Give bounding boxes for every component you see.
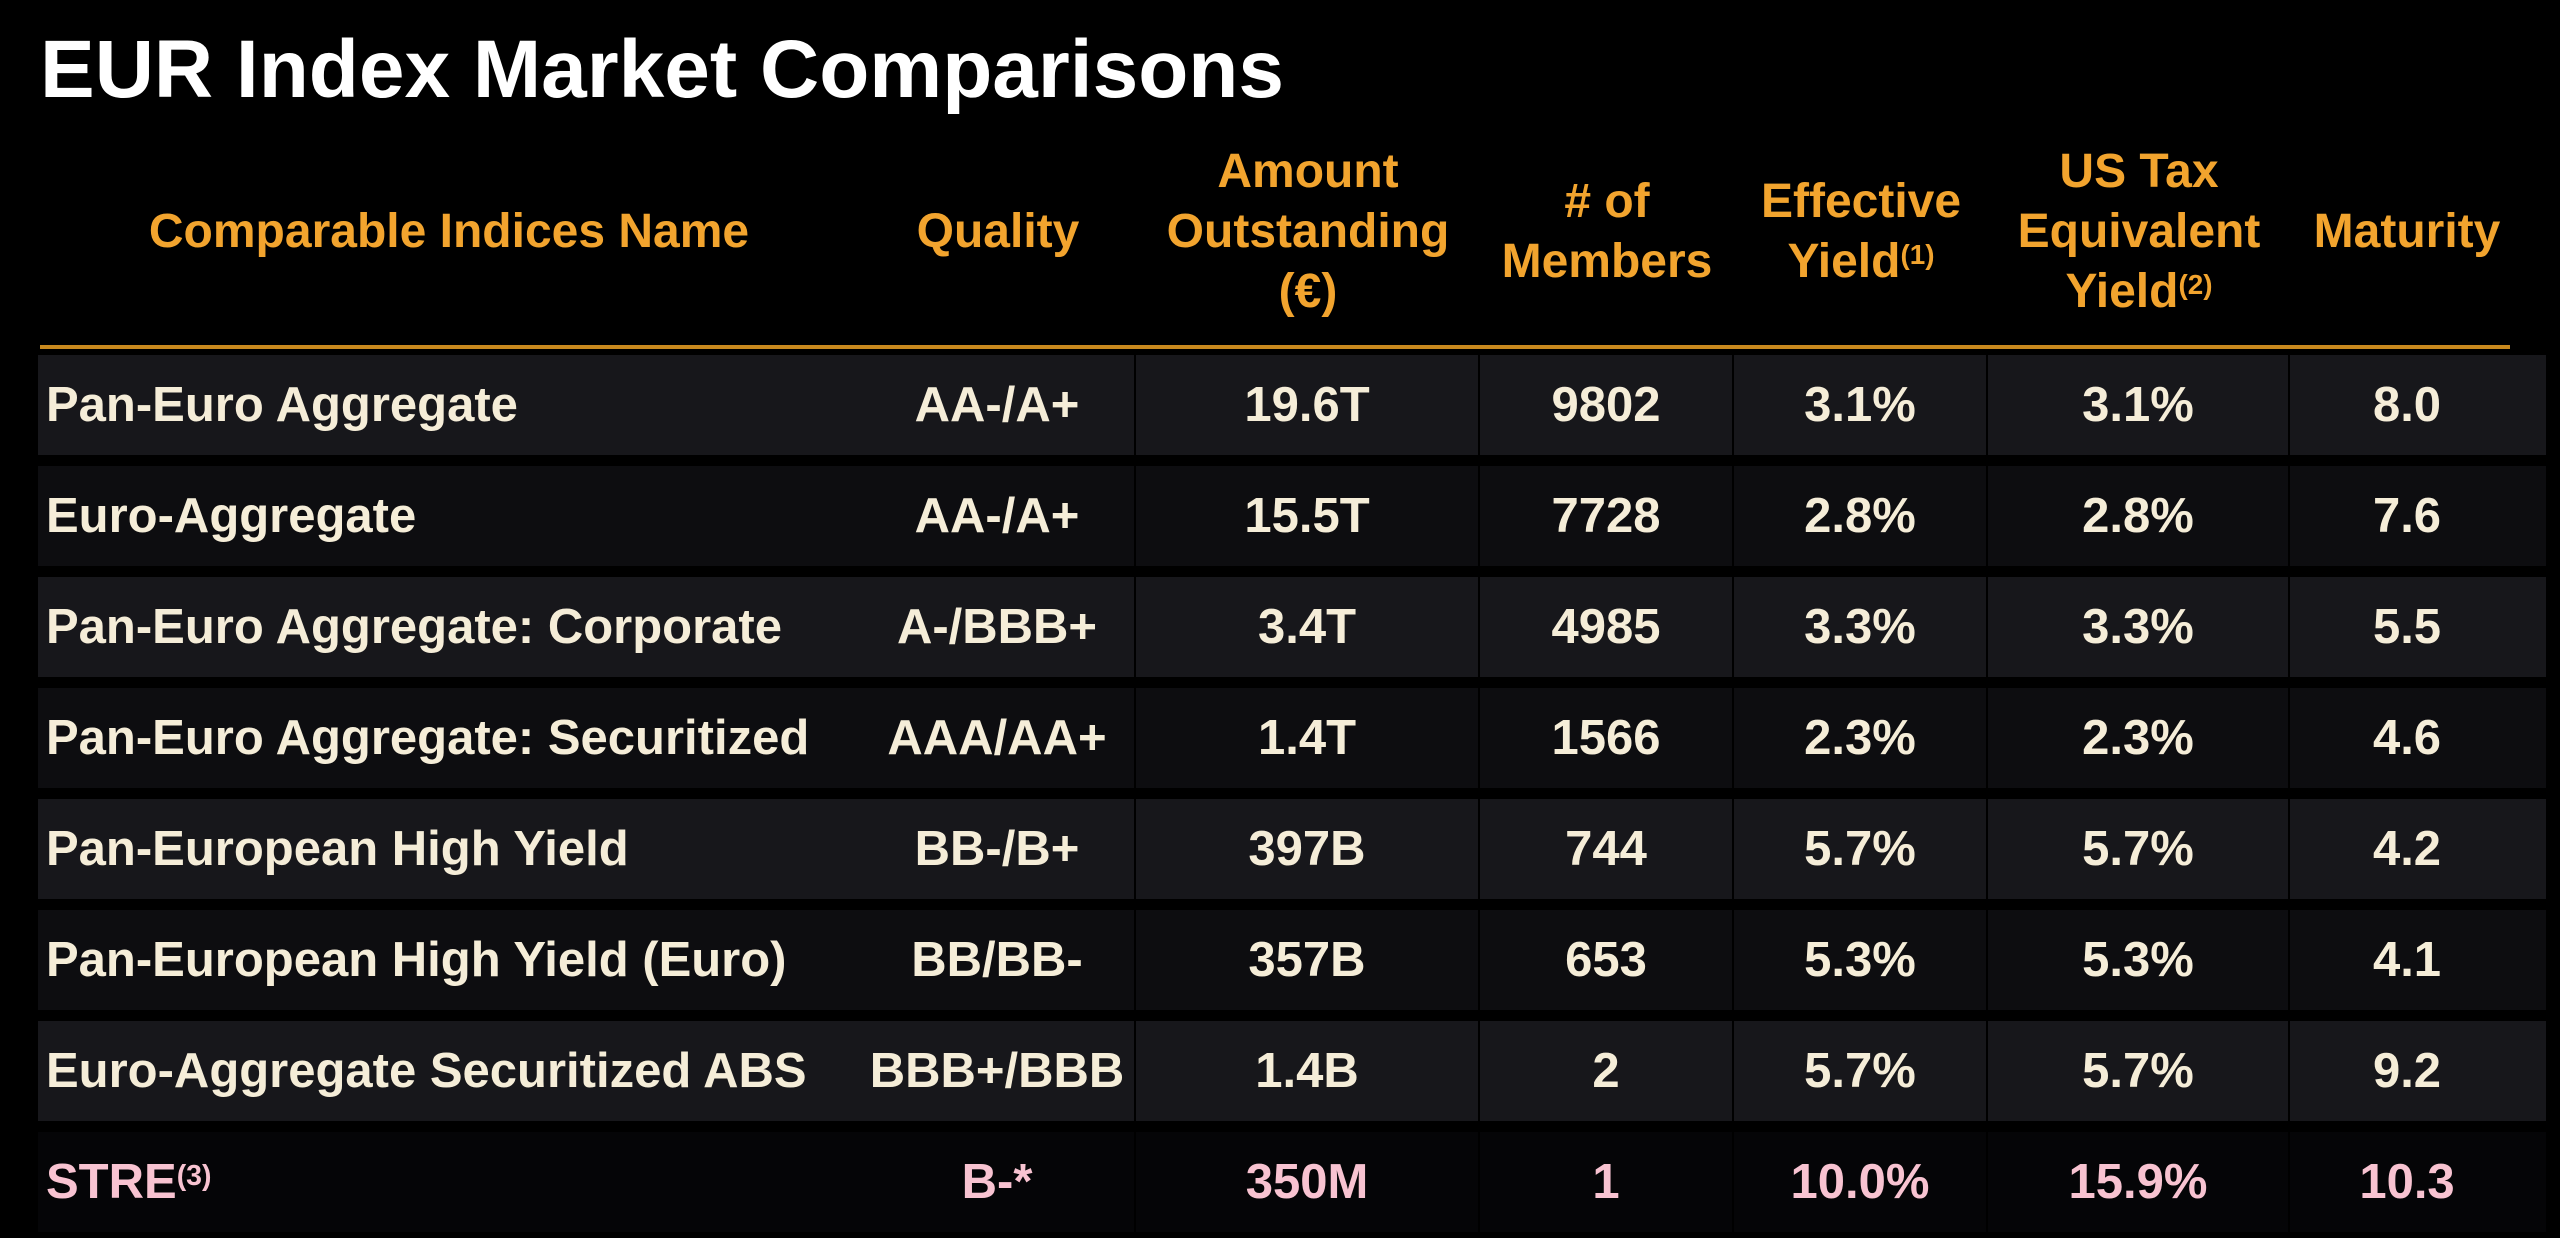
cell-maturity: 4.2 <box>2372 821 2442 876</box>
cell-amount-outstanding: 3.4T <box>1136 576 1480 677</box>
cell-maturity: 4.1 <box>2372 932 2442 987</box>
table-header-row: Comparable Indices Name Quality Amount O… <box>38 119 2546 345</box>
cell-quality: B-* <box>860 1131 1136 1232</box>
cell-effective-yield: 3.1% <box>1734 354 1988 455</box>
cell-us-tax-equivalent-yield: 5.7% <box>1988 1020 2290 1121</box>
page-title: EUR Index Market Comparisons <box>40 24 1284 115</box>
cell-maturity: 9.2 <box>2372 1043 2442 1098</box>
cell-quality: AAA/AA+ <box>860 687 1136 788</box>
cell-effective-yield: 10.0% <box>1734 1131 1988 1232</box>
table-row: Pan-Euro Aggregate: Corporate A-/BBB+ 3.… <box>38 576 2546 677</box>
cell-maturity: 5.5 <box>2372 599 2442 654</box>
cell-amount-outstanding: 1.4B <box>1136 1020 1480 1121</box>
cell-index-name: Pan-Euro Aggregate <box>46 377 518 432</box>
table-row: Euro-Aggregate AA-/A+ 15.5T 7728 2.8% 2.… <box>38 465 2546 566</box>
table-row: Pan-Euro Aggregate AA-/A+ 19.6T 9802 3.1… <box>38 354 2546 455</box>
cell-amount-outstanding: 15.5T <box>1136 465 1480 566</box>
cell-index-name: Pan-Euro Aggregate: Corporate <box>46 599 782 654</box>
header-effective-yield: Effective Yield(1) <box>1760 174 1962 288</box>
cell-us-tax-equivalent-yield: 5.3% <box>1988 909 2290 1010</box>
cell-members: 744 <box>1480 798 1734 899</box>
cell-maturity: 8.0 <box>2372 377 2442 432</box>
cell-members: 9802 <box>1480 354 1734 455</box>
header-number-of-members: # of Members <box>1501 174 1713 288</box>
cell-maturity: 4.6 <box>2372 710 2442 765</box>
header-us-tax-equivalent-yield: US Tax Equivalent Yield(2) <box>2017 144 2261 318</box>
table-row: Pan-European High Yield BB-/B+ 397B 744 … <box>38 798 2546 899</box>
cell-index-name: Euro-Aggregate Securitized ABS <box>46 1043 807 1098</box>
cell-members: 2 <box>1480 1020 1734 1121</box>
cell-quality: BB-/B+ <box>860 798 1136 899</box>
cell-amount-outstanding: 350M <box>1136 1131 1480 1232</box>
cell-amount-outstanding: 357B <box>1136 909 1480 1010</box>
cell-index-name: Pan-European High Yield <box>46 821 629 876</box>
cell-quality: BBB+/BBB <box>860 1020 1136 1121</box>
table-row: Pan-European High Yield (Euro) BB/BB- 35… <box>38 909 2546 1010</box>
cell-members: 653 <box>1480 909 1734 1010</box>
comparisons-table: Comparable Indices Name Quality Amount O… <box>38 119 2546 1232</box>
cell-members: 1 <box>1480 1131 1734 1232</box>
cell-quality: AA-/A+ <box>860 354 1136 455</box>
cell-effective-yield: 2.8% <box>1734 465 1988 566</box>
header-quality: Quality <box>916 204 1080 258</box>
header-comparable-indices-name: Comparable Indices Name <box>148 204 750 258</box>
cell-us-tax-equivalent-yield: 5.7% <box>1988 798 2290 899</box>
cell-index-name: Euro-Aggregate <box>46 488 417 543</box>
cell-amount-outstanding: 397B <box>1136 798 1480 899</box>
cell-index-name: STRE(3) <box>46 1154 212 1209</box>
cell-maturity: 10.3 <box>2359 1154 2455 1209</box>
cell-quality: A-/BBB+ <box>860 576 1136 677</box>
cell-index-name: Pan-Euro Aggregate: Securitized <box>46 710 810 765</box>
table-row: Pan-Euro Aggregate: Securitized AAA/AA+ … <box>38 687 2546 788</box>
table-row: Euro-Aggregate Securitized ABS BBB+/BBB … <box>38 1020 2546 1121</box>
cell-members: 7728 <box>1480 465 1734 566</box>
cell-quality: BB/BB- <box>860 909 1136 1010</box>
header-amount-outstanding: Amount Outstanding (€) <box>1166 144 1450 318</box>
cell-members: 1566 <box>1480 687 1734 788</box>
header-maturity: Maturity <box>2313 204 2501 258</box>
header-divider <box>40 344 2510 349</box>
table-body: Pan-Euro Aggregate AA-/A+ 19.6T 9802 3.1… <box>38 354 2546 1232</box>
cell-effective-yield: 5.3% <box>1734 909 1988 1010</box>
cell-amount-outstanding: 19.6T <box>1136 354 1480 455</box>
table-row: STRE(3) B-* 350M 1 10.0% 15.9% 10.3 <box>38 1131 2546 1232</box>
cell-effective-yield: 2.3% <box>1734 687 1988 788</box>
cell-effective-yield: 5.7% <box>1734 1020 1988 1121</box>
cell-quality: AA-/A+ <box>860 465 1136 566</box>
cell-us-tax-equivalent-yield: 2.8% <box>1988 465 2290 566</box>
cell-members: 4985 <box>1480 576 1734 677</box>
cell-us-tax-equivalent-yield: 3.1% <box>1988 354 2290 455</box>
cell-effective-yield: 3.3% <box>1734 576 1988 677</box>
cell-effective-yield: 5.7% <box>1734 798 1988 899</box>
cell-amount-outstanding: 1.4T <box>1136 687 1480 788</box>
cell-us-tax-equivalent-yield: 2.3% <box>1988 687 2290 788</box>
cell-index-name: Pan-European High Yield (Euro) <box>46 932 787 987</box>
cell-us-tax-equivalent-yield: 3.3% <box>1988 576 2290 677</box>
cell-maturity: 7.6 <box>2372 488 2442 543</box>
cell-us-tax-equivalent-yield: 15.9% <box>1988 1131 2290 1232</box>
